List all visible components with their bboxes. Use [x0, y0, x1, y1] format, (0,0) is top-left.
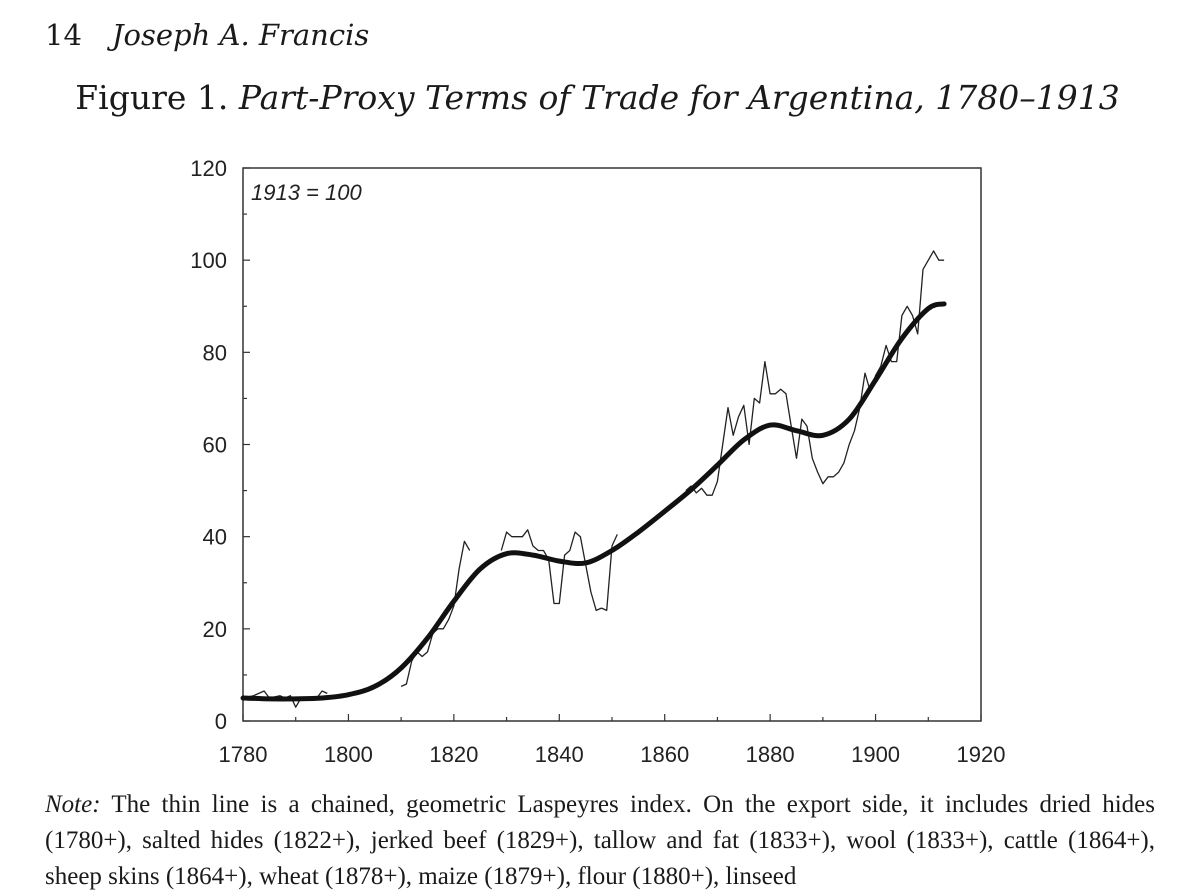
terms-of-trade-chart: 0 20 40 60 80 100 120 1780 1800 1820 1840 1860 1880 1… [190, 156, 1006, 767]
y-tick-label: 60 [203, 433, 227, 458]
y-tick-label: 80 [203, 340, 227, 365]
trend-line [240, 301, 947, 702]
figure-label: Figure 1. [75, 78, 229, 117]
plot-frame [242, 167, 982, 722]
y-tick-label: 0 [215, 709, 227, 734]
y-tick-label: 20 [203, 617, 227, 642]
x-tick-label: 1820 [429, 742, 478, 767]
thin-index-line-segment-4 [685, 250, 945, 496]
running-head: 14 Joseph A. Francis [45, 18, 369, 52]
y-tick-label: 100 [190, 248, 227, 273]
x-tick-label: 1780 [219, 742, 268, 767]
x-tick-label: 1860 [640, 742, 689, 767]
note-text: The thin line is a chained, geometric La… [45, 791, 1155, 890]
figure-title: Part-Proxy Terms of Trade for Argentina,… [238, 78, 1120, 117]
note-label: Note: [45, 791, 101, 818]
figure-caption: Figure 1. Part-Proxy Terms of Trade for … [0, 78, 1195, 117]
thin-index-line-segment-3 [500, 529, 618, 612]
figure-note: Note: The thin line is a chained, geomet… [45, 787, 1155, 895]
y-tick-label: 40 [203, 525, 227, 550]
x-tick-label: 1840 [535, 742, 584, 767]
page-number: 14 [45, 18, 82, 52]
index-base-annotation: 1913 = 100 [251, 180, 362, 205]
x-tick-label: 1800 [324, 742, 373, 767]
x-tick-label: 1900 [851, 742, 900, 767]
x-tick-label: 1880 [746, 742, 795, 767]
x-tick-label: 1920 [957, 742, 1006, 767]
running-head-author: Joseph A. Francis [111, 18, 370, 52]
thin-index-line-segment-2 [400, 540, 471, 687]
y-tick-label: 120 [190, 156, 227, 181]
